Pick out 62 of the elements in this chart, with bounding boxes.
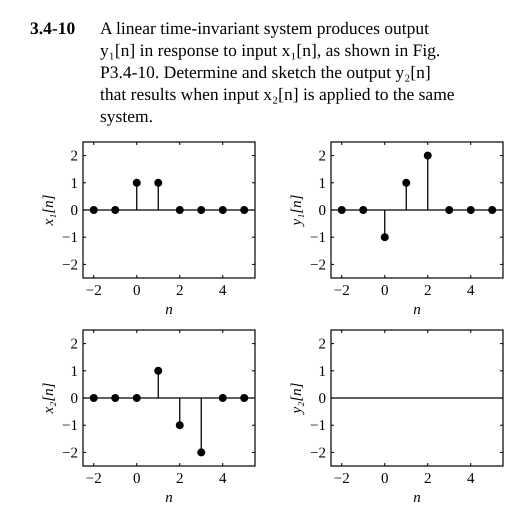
y-tick-label: 2 (318, 336, 326, 353)
y-tick-label: 0 (70, 203, 78, 219)
y-tick-label: −2 (62, 257, 78, 274)
x-tick-label: −2 (334, 283, 350, 299)
point (338, 206, 346, 214)
y-tick-label: −2 (310, 445, 326, 462)
point (111, 394, 120, 402)
x-tick-label: 2 (176, 283, 184, 299)
point (488, 206, 496, 214)
point (218, 394, 227, 402)
x-tick-label: 0 (381, 283, 388, 299)
y-tick-label: −1 (310, 230, 326, 246)
y-tick-label: 1 (70, 176, 78, 192)
x-tick-label: 2 (176, 471, 184, 487)
point (176, 421, 184, 430)
y-tick-label: 0 (318, 391, 326, 407)
point (154, 366, 162, 375)
x-tick-label: −2 (86, 283, 102, 299)
x-tick-label: 0 (133, 471, 140, 487)
x-tick-label: 2 (424, 283, 432, 299)
x-axis-title: n (413, 302, 421, 318)
point (380, 233, 389, 242)
y-tick-label: −2 (310, 257, 326, 274)
y-tick-label: 1 (70, 364, 78, 380)
y-axis-title: y₁[n] (289, 194, 305, 228)
x-tick-label: 4 (467, 471, 475, 487)
x-axis-title: n (165, 302, 173, 318)
y-tick-label: 2 (318, 148, 326, 165)
y-axis-title: x₁[n] (41, 194, 57, 227)
y-tick-label: 0 (318, 203, 326, 219)
point (466, 206, 475, 214)
y-axis-title: y₂[n] (289, 382, 305, 416)
y-tick-label: 2 (70, 148, 78, 165)
x-tick-label: −2 (334, 471, 350, 487)
point (402, 178, 410, 187)
text: A linear time-invariant system produces output y₁[n] in response to input x₁[n], as shown in Fig. P3.4-10. Determine and sketch the output y₂[n] that results when input x₂[n] is applied to the same system. (100, 18, 455, 126)
point (445, 206, 454, 214)
y-tick-label: −2 (62, 445, 78, 462)
text: 3.4-10 (30, 18, 76, 38)
x-axis-title: n (413, 490, 421, 506)
x-tick-label: 4 (219, 471, 227, 487)
x-axis-title: n (165, 490, 173, 506)
point (424, 152, 432, 160)
x-tick-label: 2 (424, 471, 432, 487)
x-tick-label: 4 (219, 283, 227, 299)
y-axis-title: x₂[n] (41, 382, 57, 415)
point (90, 394, 98, 402)
x-tick-label: 0 (133, 283, 140, 299)
y-tick-label: 2 (70, 336, 78, 353)
y-tick-label: 1 (318, 176, 326, 192)
point (132, 394, 141, 402)
y-tick-label: −1 (62, 418, 78, 434)
x-tick-label: −2 (86, 471, 102, 487)
y-tick-label: −1 (310, 418, 326, 434)
y-tick-label: −1 (62, 230, 78, 246)
point (197, 448, 206, 456)
point (359, 206, 368, 214)
x-tick-label: 4 (467, 283, 475, 299)
x-tick-label: 0 (381, 471, 388, 487)
y-tick-label: 1 (318, 364, 326, 380)
point (240, 394, 248, 402)
y-tick-label: 0 (70, 391, 78, 407)
